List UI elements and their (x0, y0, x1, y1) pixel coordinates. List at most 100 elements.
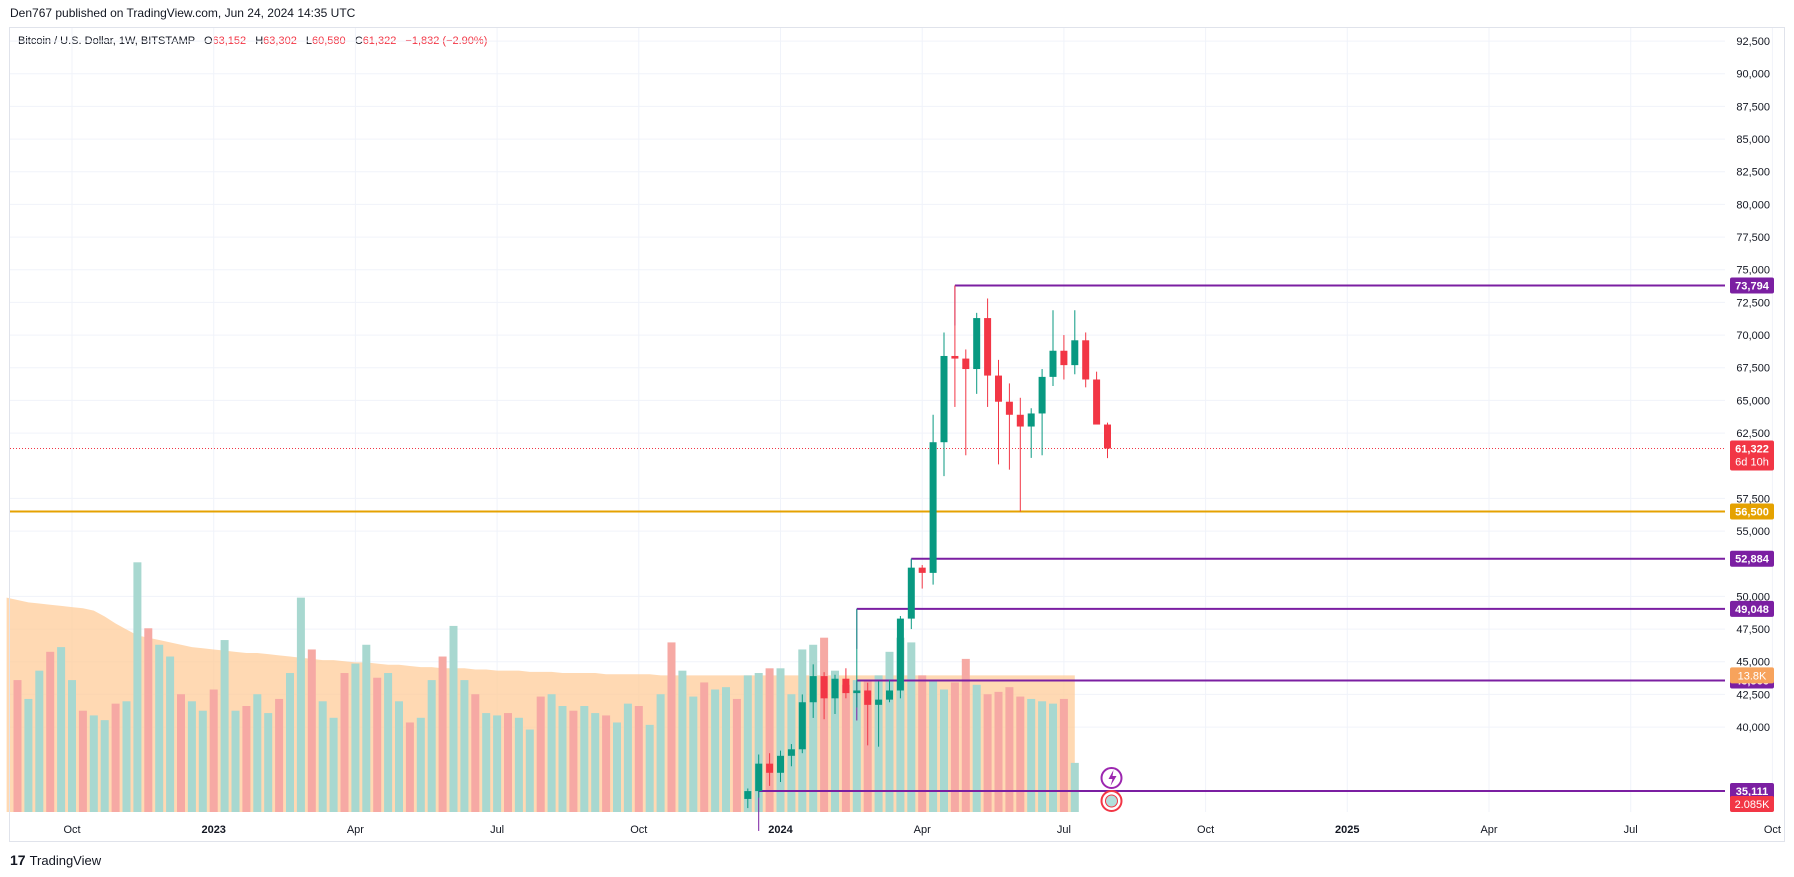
y-tick-label: 42,500 (1736, 689, 1770, 701)
volume-bar (416, 717, 425, 812)
volume-bar (296, 597, 305, 812)
volume-bar (1016, 696, 1025, 812)
x-axis: Oct 2023 Apr Jul Oct 2024 Apr Jul Oct 2025 Apr Jul O… (63, 824, 1781, 836)
volume-bar (329, 717, 338, 812)
volume-bar (863, 680, 872, 812)
volume-bar (972, 684, 981, 812)
volume-bar (340, 673, 349, 812)
candle-body (1104, 424, 1111, 449)
volume-ma-label: 13.8K (1738, 670, 1767, 682)
volume-bar (460, 680, 469, 812)
price-level-tag (1730, 503, 1774, 520)
y-tick-label: 72,500 (1736, 297, 1770, 309)
candle-body (864, 690, 872, 705)
volume-bar (427, 680, 436, 812)
candle-body (755, 763, 763, 792)
y-tick-label: 55,000 (1736, 526, 1770, 538)
y-tick-label: 77,500 (1736, 232, 1770, 244)
volume-bar (580, 706, 589, 812)
volume-bar (983, 694, 992, 812)
x-tick-label: Jul (1624, 824, 1638, 836)
y-tick-label: 47,500 (1736, 624, 1770, 636)
price-level-label: 52,884 (1735, 554, 1770, 566)
publisher-caption: Den767 published on TradingView.com, Jun… (10, 6, 356, 20)
last-price-tag (1730, 440, 1774, 471)
volume-bar (776, 668, 785, 812)
volume-bar (362, 644, 371, 812)
candle-body (940, 355, 948, 443)
volume-bar (209, 689, 218, 812)
volume-bar (449, 625, 458, 812)
candle-body (1016, 414, 1024, 427)
volume-bar (929, 680, 938, 812)
price-level-label: 73,794 (1735, 280, 1770, 292)
volume-bar (722, 687, 730, 812)
candle-body (831, 678, 839, 699)
tradingview-brand: TradingView (29, 852, 102, 868)
volume-bar (841, 684, 850, 812)
volume-bar (1005, 687, 1014, 812)
x-tick-label: Jul (490, 824, 504, 836)
candle-body (896, 618, 904, 691)
volume-bar (700, 682, 709, 812)
volume-bar (13, 680, 22, 812)
candle-body (1027, 413, 1035, 427)
volume-bar (307, 649, 316, 812)
price-level-tag (1730, 782, 1774, 799)
y-tick-label: 85,000 (1736, 134, 1770, 146)
volume-bar (885, 651, 894, 812)
price-level-label: 49,048 (1735, 604, 1769, 616)
candle-body (777, 755, 784, 773)
volume-bar (852, 680, 861, 812)
y-tick-label: 82,500 (1736, 167, 1770, 179)
volume-bar (950, 682, 959, 812)
candle-body (962, 358, 970, 370)
volume-bar (100, 720, 109, 812)
volume-bar (634, 706, 643, 812)
volume-bar (405, 722, 414, 812)
volume-current-tag (1730, 796, 1774, 812)
volume-bar (264, 713, 273, 812)
candle-body (875, 699, 883, 705)
volume-bar (907, 642, 916, 812)
volume-bar (504, 713, 512, 812)
candle-body (886, 690, 893, 700)
y-tick-label: 67,500 (1736, 363, 1770, 375)
tradingview-logo[interactable]: 17 TradingView (10, 852, 101, 868)
volume-bar (318, 701, 327, 812)
y-tick-label: 75,000 (1736, 265, 1770, 277)
price-level-label: 56,500 (1735, 506, 1769, 518)
candle-body (1093, 379, 1101, 425)
candle-body (1038, 376, 1046, 414)
x-tick-label: Oct (1764, 824, 1781, 836)
candle-body (842, 678, 850, 694)
volume-bar (1027, 698, 1036, 812)
tradingview-logo-icon: 17 (10, 852, 26, 868)
x-tick-label: Jul (1057, 824, 1071, 836)
y-tick-label: 62,500 (1736, 428, 1770, 440)
y-tick-label: 57,500 (1736, 493, 1770, 505)
volume-bar (711, 689, 720, 812)
candles (744, 285, 1111, 809)
x-tick-label: Apr (347, 824, 364, 836)
volume-bar (493, 715, 502, 812)
candle-body (798, 702, 806, 750)
candle-body (1071, 340, 1079, 366)
volume-bar (275, 698, 284, 812)
volume-bar (689, 696, 698, 812)
volume-bar (231, 710, 240, 812)
x-tick-label: Oct (1197, 824, 1214, 836)
volume-bar (831, 670, 839, 812)
volume-bar (525, 729, 534, 812)
volume-bar (242, 706, 251, 812)
volume-bar (46, 651, 55, 812)
volume-bar (24, 698, 33, 812)
volume-bar (558, 706, 567, 812)
candle-body (744, 791, 752, 799)
volume-bar (940, 689, 948, 812)
volume-bar (514, 717, 523, 812)
y-tick-label: 40,000 (1736, 722, 1770, 734)
candle-body (787, 749, 795, 756)
volume-current-label: 2.085K (1735, 799, 1771, 811)
